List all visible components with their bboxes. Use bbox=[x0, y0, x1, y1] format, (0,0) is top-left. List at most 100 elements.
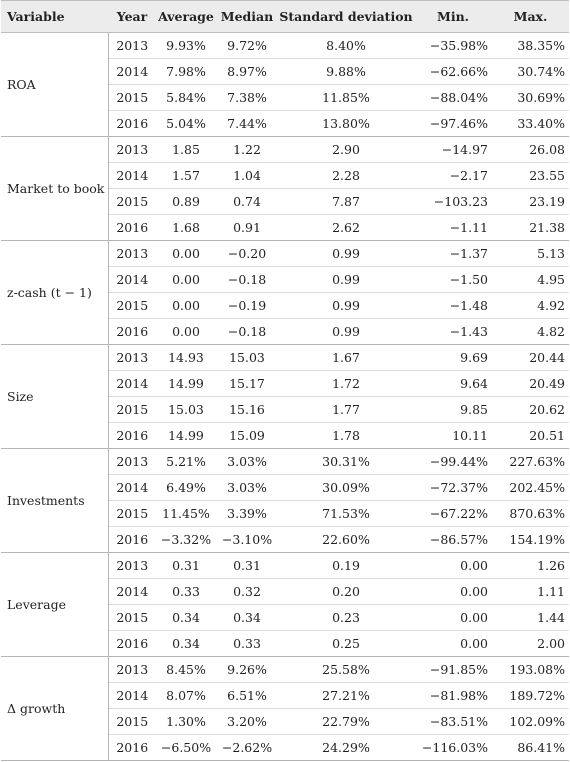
median-cell: 1.04 bbox=[216, 162, 278, 189]
min-cell: 10.11 bbox=[414, 422, 492, 449]
median-cell: −0.18 bbox=[216, 318, 278, 345]
table-row: 2014 0.33 0.32 0.20 0.00 1.11 bbox=[1, 578, 569, 605]
year-cell: 2014 bbox=[108, 474, 156, 501]
max-cell: 20.51 bbox=[492, 422, 569, 449]
median-cell: 3.20% bbox=[216, 708, 278, 735]
table-row: 2015 11.45% 3.39% 71.53% −67.22% 870.63% bbox=[1, 500, 569, 527]
max-cell: 154.19% bbox=[492, 526, 569, 553]
min-cell: −91.85% bbox=[414, 656, 492, 683]
table-row: ROA 2013 9.93% 9.72% 8.40% −35.98% 38.35% bbox=[1, 32, 569, 137]
median-cell: −0.20 bbox=[216, 240, 278, 267]
average-cell: 14.99 bbox=[156, 370, 216, 397]
median-cell: 0.31 bbox=[216, 552, 278, 579]
min-cell: −81.98% bbox=[414, 682, 492, 709]
min-cell: −88.04% bbox=[414, 84, 492, 111]
year-cell: 2014 bbox=[108, 58, 156, 85]
average-cell: 11.45% bbox=[156, 500, 216, 527]
min-cell: −2.17 bbox=[414, 162, 492, 189]
standard-deviation-cell: 2.62 bbox=[278, 214, 414, 241]
header-median: Median bbox=[216, 0, 278, 33]
year-cell: 2013 bbox=[108, 448, 156, 475]
standard-deviation-cell: 0.99 bbox=[278, 292, 414, 319]
average-cell: 0.00 bbox=[156, 318, 216, 345]
standard-deviation-cell: 1.77 bbox=[278, 396, 414, 423]
max-cell: 1.44 bbox=[492, 604, 569, 631]
min-cell: 0.00 bbox=[414, 552, 492, 579]
average-cell: 5.21% bbox=[156, 448, 216, 475]
average-cell: 0.89 bbox=[156, 188, 216, 215]
table-row: 2015 0.34 0.34 0.23 0.00 1.44 bbox=[1, 604, 569, 631]
median-cell: −0.18 bbox=[216, 266, 278, 293]
min-cell: −1.48 bbox=[414, 292, 492, 319]
min-cell: −99.44% bbox=[414, 448, 492, 475]
max-cell: 4.92 bbox=[492, 292, 569, 319]
min-cell: −1.37 bbox=[414, 240, 492, 267]
year-cell: 2015 bbox=[108, 500, 156, 527]
median-cell: 15.03 bbox=[216, 344, 278, 371]
table-row: z-cash (t − 1) 2013 0.00 −0.20 0.99 −1.37 5.13 bbox=[1, 240, 569, 345]
table-row: 2014 8.07% 6.51% 27.21% −81.98% 189.72% bbox=[1, 682, 569, 709]
standard-deviation-cell: 0.25 bbox=[278, 630, 414, 657]
min-cell: −35.98% bbox=[414, 32, 492, 59]
standard-deviation-cell: 25.58% bbox=[278, 656, 414, 683]
median-cell: −3.10% bbox=[216, 526, 278, 553]
table-row: 2016 −3.32% −3.10% 22.60% −86.57% 154.19% bbox=[1, 526, 569, 553]
year-cell: 2013 bbox=[108, 240, 156, 267]
table-row: 2016 −6.50% −2.62% 24.29% −116.03% 86.41% bbox=[1, 734, 569, 761]
max-cell: 102.09% bbox=[492, 708, 569, 735]
table-row: 2014 7.98% 8.97% 9.88% −62.66% 30.74% bbox=[1, 58, 569, 85]
table-row: 2015 5.84% 7.38% 11.85% −88.04% 30.69% bbox=[1, 84, 569, 111]
min-cell: −116.03% bbox=[414, 734, 492, 761]
max-cell: 189.72% bbox=[492, 682, 569, 709]
max-cell: 4.95 bbox=[492, 266, 569, 293]
median-cell: 15.16 bbox=[216, 396, 278, 423]
table-row: Market to book 2013 1.85 1.22 2.90 −14.97 26.0… bbox=[1, 136, 569, 241]
table-row: 2016 0.00 −0.18 0.99 −1.43 4.82 bbox=[1, 318, 569, 345]
table-row: 2014 0.00 −0.18 0.99 −1.50 4.95 bbox=[1, 266, 569, 293]
standard-deviation-cell: 7.87 bbox=[278, 188, 414, 215]
average-cell: 0.33 bbox=[156, 578, 216, 605]
median-cell: 0.32 bbox=[216, 578, 278, 605]
median-cell: 7.44% bbox=[216, 110, 278, 137]
max-cell: 38.35% bbox=[492, 32, 569, 59]
year-cell: 2013 bbox=[108, 136, 156, 163]
header-row: Variable Year Average Median Standard de… bbox=[1, 0, 569, 33]
median-cell: 15.09 bbox=[216, 422, 278, 449]
year-cell: 2014 bbox=[108, 578, 156, 605]
year-cell: 2016 bbox=[108, 630, 156, 657]
table-row: 2015 1.30% 3.20% 22.79% −83.51% 102.09% bbox=[1, 708, 569, 735]
table-row: Leverage 2013 0.31 0.31 0.19 0.00 1.26 bbox=[1, 552, 569, 657]
table-row: Δ growth 2013 8.45% 9.26% 25.58% −91.85% 193.0… bbox=[1, 656, 569, 761]
year-cell: 2014 bbox=[108, 266, 156, 293]
max-cell: 20.44 bbox=[492, 344, 569, 371]
median-cell: 1.22 bbox=[216, 136, 278, 163]
average-cell: 1.57 bbox=[156, 162, 216, 189]
year-cell: 2015 bbox=[108, 708, 156, 735]
standard-deviation-cell: 27.21% bbox=[278, 682, 414, 709]
min-cell: 9.69 bbox=[414, 344, 492, 371]
average-cell: 1.85 bbox=[156, 136, 216, 163]
standard-deviation-cell: 0.99 bbox=[278, 318, 414, 345]
average-cell: 5.04% bbox=[156, 110, 216, 137]
median-cell: 0.33 bbox=[216, 630, 278, 657]
standard-deviation-cell: 71.53% bbox=[278, 500, 414, 527]
table-row: 2014 1.57 1.04 2.28 −2.17 23.55 bbox=[1, 162, 569, 189]
median-cell: 9.26% bbox=[216, 656, 278, 683]
table-row: Size 2013 14.93 15.03 1.67 9.69 20.44 bbox=[1, 344, 569, 449]
variable-cell: ROA bbox=[1, 32, 109, 137]
header-average: Average bbox=[156, 0, 216, 33]
median-cell: −0.19 bbox=[216, 292, 278, 319]
median-cell: 0.74 bbox=[216, 188, 278, 215]
table-row: 2015 15.03 15.16 1.77 9.85 20.62 bbox=[1, 396, 569, 423]
median-cell: 0.91 bbox=[216, 214, 278, 241]
min-cell: 0.00 bbox=[414, 578, 492, 605]
year-cell: 2013 bbox=[108, 344, 156, 371]
standard-deviation-cell: 0.19 bbox=[278, 552, 414, 579]
year-cell: 2016 bbox=[108, 110, 156, 137]
table-row: 2015 0.00 −0.19 0.99 −1.48 4.92 bbox=[1, 292, 569, 319]
variable-cell: Investments bbox=[1, 448, 109, 553]
max-cell: 20.62 bbox=[492, 396, 569, 423]
max-cell: 30.74% bbox=[492, 58, 569, 85]
year-cell: 2014 bbox=[108, 682, 156, 709]
min-cell: 0.00 bbox=[414, 630, 492, 657]
